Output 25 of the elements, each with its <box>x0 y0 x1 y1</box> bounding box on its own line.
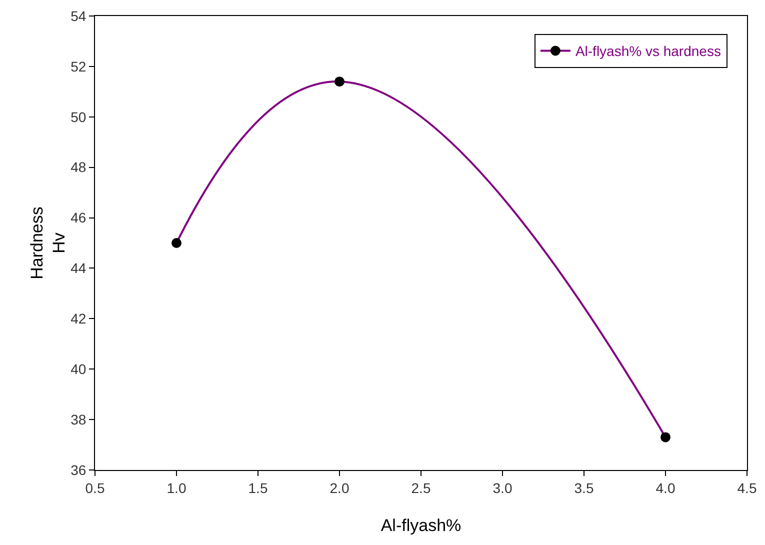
y-tick-label: 38 <box>70 411 86 428</box>
y-tick-label: 52 <box>70 58 86 74</box>
point <box>334 76 344 87</box>
y-tick-label: 50 <box>70 108 86 125</box>
x-tick-label: 0.5 <box>85 480 105 496</box>
y-tick-label: 46 <box>70 210 86 226</box>
y-tick-label: 44 <box>70 260 86 276</box>
point <box>660 432 670 442</box>
x-tick-label: 3.5 <box>574 480 594 496</box>
x-tick-label: 4.5 <box>737 480 757 496</box>
y-tick-label: 36 <box>70 462 86 478</box>
y-tick-label: 40 <box>70 361 86 378</box>
x-tick-label: 2.5 <box>411 480 431 496</box>
x-tick-label: 1.0 <box>166 480 186 496</box>
x-tick-label: 1.5 <box>248 480 268 496</box>
x-tick-label: 3.0 <box>492 480 512 496</box>
x-tick-label: 2.0 <box>330 480 350 496</box>
y-tick-label: 48 <box>70 159 86 176</box>
point <box>172 238 182 248</box>
y-axis-title: Hardness Hv <box>28 206 69 280</box>
legend-label: Al-flyash% vs hardness <box>575 43 721 60</box>
x-axis-title: Al-flyash% <box>380 516 462 535</box>
x-tick-label: 4.0 <box>656 480 676 496</box>
y-tick-label: 42 <box>70 310 86 327</box>
y-tick-label: 54 <box>70 8 86 24</box>
